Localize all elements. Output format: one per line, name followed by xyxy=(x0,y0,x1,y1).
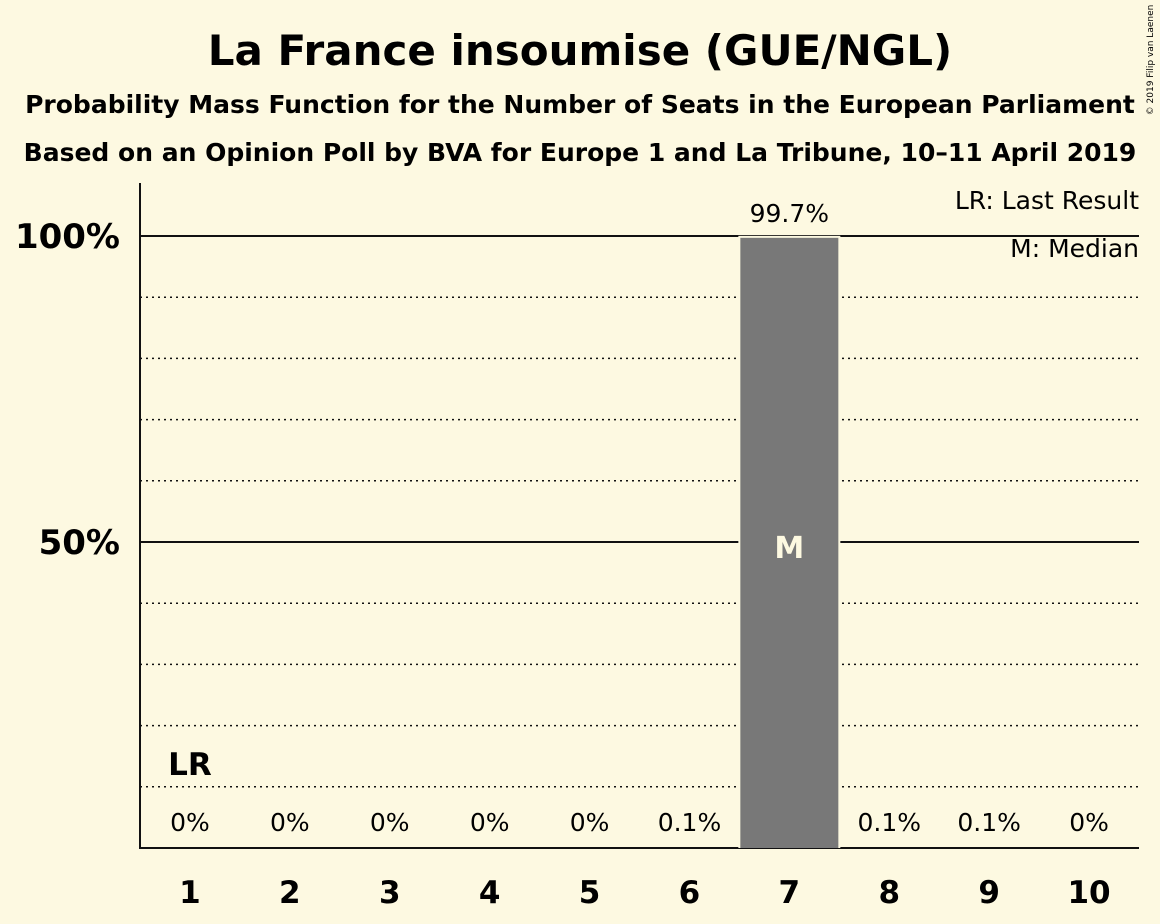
x-tick-label: 6 xyxy=(679,875,701,911)
value-label: 0.1% xyxy=(957,808,1021,837)
copyright-notice: © 2019 Filip van Laenen xyxy=(1146,5,1156,116)
x-tick-label: 2 xyxy=(279,875,301,911)
x-tick-label: 9 xyxy=(978,875,1000,911)
value-label: 0.1% xyxy=(857,808,921,837)
value-label: 99.7% xyxy=(750,199,829,228)
chart-subtitle: Probability Mass Function for the Number… xyxy=(25,90,1135,119)
legend-median: M: Median xyxy=(1010,234,1139,263)
x-tick-label: 3 xyxy=(379,875,401,911)
chart-title: La France insoumise (GUE/NGL) xyxy=(208,26,952,75)
y-tick-label: 50% xyxy=(39,523,120,563)
chart-subtitle-poll: Based on an Opinion Poll by BVA for Euro… xyxy=(24,138,1137,167)
x-tick-label: 5 xyxy=(579,875,601,911)
last-result-marker: LR xyxy=(168,747,212,783)
median-marker: M xyxy=(774,531,804,566)
x-tick-label: 4 xyxy=(479,875,501,911)
value-label: 0% xyxy=(570,808,610,837)
value-label: 0% xyxy=(470,808,510,837)
value-label: 0% xyxy=(370,808,410,837)
x-tick-label: 8 xyxy=(878,875,900,911)
x-tick-label: 10 xyxy=(1067,875,1110,911)
value-label: 0.1% xyxy=(658,808,722,837)
plot-area: 50%100%0%10%20%30%40%50.1%699.7%70.1%80.… xyxy=(15,183,1139,911)
bar-seat-7 xyxy=(740,237,839,848)
y-tick-label: 100% xyxy=(15,217,120,257)
x-tick-label: 1 xyxy=(179,875,201,911)
legend-last-result: LR: Last Result xyxy=(955,186,1139,215)
x-tick-label: 7 xyxy=(779,875,801,911)
value-label: 0% xyxy=(270,808,310,837)
value-label: 0% xyxy=(1069,808,1109,837)
value-label: 0% xyxy=(170,808,210,837)
